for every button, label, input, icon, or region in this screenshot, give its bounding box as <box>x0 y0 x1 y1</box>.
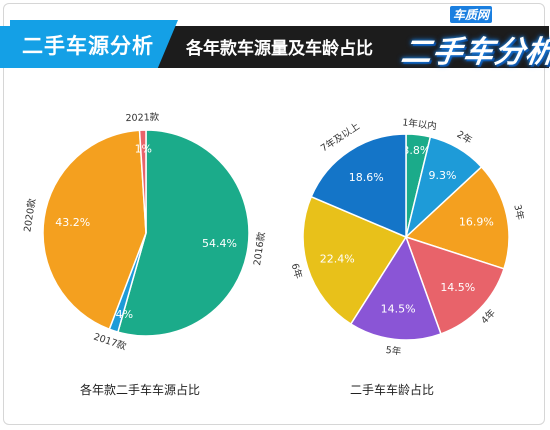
header-stripe <box>0 26 10 68</box>
pie-slice <box>42 129 147 331</box>
slice-category-label: 2016款 <box>251 231 268 267</box>
slice-value-label: 14.5% <box>381 303 416 316</box>
pie-slice <box>310 133 407 239</box>
slice-value-label: 9.3% <box>429 169 457 182</box>
slice-category-label: 1年以内 <box>402 116 438 132</box>
slice-value-label: 18.6% <box>349 171 384 184</box>
slice-category-label: 3年 <box>511 203 526 221</box>
chart-frame <box>3 3 545 425</box>
pie-slice <box>404 165 510 270</box>
slice-category-label: 5年 <box>385 344 402 358</box>
pie-slice <box>138 129 147 234</box>
slice-value-label: 54.4% <box>202 237 237 250</box>
model-year-pie-caption: 各年款二手车车源占比 <box>79 383 200 397</box>
slice-category-label: 2年 <box>455 128 475 146</box>
slice-category-label: 2020款 <box>21 197 38 233</box>
slice-category-label: 2021款 <box>125 111 160 124</box>
pie-slice <box>404 235 505 335</box>
page-subtitle: 各年款车源量及车龄占比 <box>186 39 373 59</box>
pie-slice <box>302 195 408 326</box>
pie-slice <box>349 235 442 341</box>
slice-value-label: 1% <box>135 143 152 156</box>
vehicle-age-pie-caption: 二手车车龄占比 <box>349 383 434 397</box>
page-title: 二手车源分析 <box>22 34 154 58</box>
slice-value-label: 22.4% <box>320 252 355 265</box>
brand-logo: 车质网 二手车分析 <box>399 2 550 80</box>
slice-value-label: 43.2% <box>55 216 90 229</box>
slice-category-label: 6年 <box>289 262 305 281</box>
logo-brand-text: 车质网 <box>450 6 493 23</box>
slice-category-label: 4年 <box>479 307 499 327</box>
slice-value-label: 14.5% <box>440 281 475 294</box>
header-tab <box>10 20 178 68</box>
slice-value-label: 3.8% <box>402 144 430 157</box>
slice-value-label: 16.9% <box>459 216 494 229</box>
pie-slice <box>116 129 250 337</box>
